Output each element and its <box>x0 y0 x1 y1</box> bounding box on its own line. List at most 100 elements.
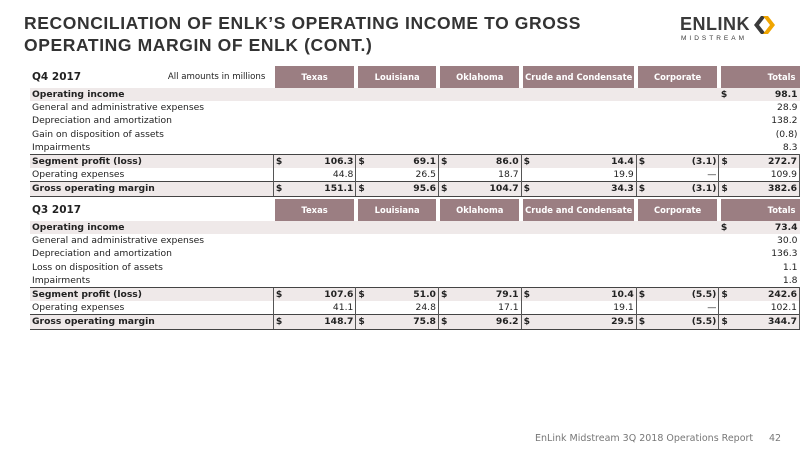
cell-value <box>449 261 521 274</box>
currency-symbol <box>521 141 536 155</box>
cell-value: 14.4 <box>536 153 637 169</box>
units-note <box>148 199 274 221</box>
table-row: Loss on disposition of assets 1.1 <box>30 261 800 274</box>
cell-value: 1.1 <box>782 261 798 273</box>
page-title: RECONCILIATION OF ENLK’S OPERATING INCOM… <box>24 13 581 55</box>
currency-symbol <box>356 101 367 114</box>
cell-value <box>647 247 719 260</box>
cell-value <box>284 261 356 274</box>
currency-symbol <box>719 128 730 141</box>
currency-symbol <box>272 168 285 182</box>
cell-value: 148.7 <box>284 314 357 330</box>
currency-symbol <box>438 128 449 141</box>
currency-symbol <box>521 221 537 235</box>
cell-value: 344.7 <box>729 314 800 330</box>
cell-value <box>449 88 522 102</box>
currency-symbol: $ <box>272 153 285 169</box>
cell-value: 102.1 <box>729 301 800 315</box>
cell-value <box>284 128 356 141</box>
cell-value: 136.3 <box>771 248 798 260</box>
table-row: Depreciation and amortization 136.3 <box>30 247 800 260</box>
currency-symbol <box>356 261 367 274</box>
cell-value <box>284 221 356 235</box>
table-header-row: Q4 2017 All amounts in millions Texas Louis… <box>30 66 800 88</box>
row-label: Operating expenses <box>32 302 125 314</box>
currency-symbol <box>438 88 450 102</box>
cell-value: 19.9 <box>536 168 637 182</box>
cell-value <box>647 141 719 155</box>
table-row: Impairments 8.3 <box>30 141 800 155</box>
cell-value: 107.6 <box>284 286 357 302</box>
cell-value <box>647 114 719 127</box>
cell-value <box>367 114 439 127</box>
currency-symbol: $ <box>718 181 730 197</box>
currency-symbol: $ <box>437 181 450 197</box>
cell-value: 24.8 <box>366 301 439 315</box>
cell-value <box>367 274 439 288</box>
cell-value: 138.2 <box>771 115 798 127</box>
row-label: General and administrative expenses <box>32 102 205 114</box>
cell-value: 98.1 <box>729 88 800 102</box>
cell-value <box>449 141 521 155</box>
currency-symbol <box>636 261 647 274</box>
row-label: Impairments <box>32 141 91 153</box>
column-header: Totals <box>716 66 800 88</box>
currency-symbol <box>636 274 647 288</box>
table-row: Depreciation and amortization 138.2 <box>30 114 800 127</box>
footer-report-name: EnLink Midstream 3Q 2018 Operations Repo… <box>535 433 754 444</box>
cell-value: 73.4 <box>729 221 800 235</box>
currency-symbol <box>438 101 449 114</box>
currency-symbol <box>719 101 730 114</box>
column-header: Totals <box>716 199 800 221</box>
currency-symbol: $ <box>355 153 367 169</box>
currency-symbol <box>635 168 648 182</box>
column-header: Crude and Condensate <box>519 199 637 221</box>
cell-value: 242.6 <box>729 286 800 302</box>
currency-symbol <box>636 101 647 114</box>
company-logo: ENLINK MIDSTREAM <box>680 14 780 48</box>
cell-value <box>367 141 439 155</box>
cell-value <box>647 234 719 247</box>
cell-value <box>367 128 439 141</box>
row-label: Segment profit (loss) <box>30 286 274 302</box>
currency-symbol <box>636 141 647 155</box>
table-row: Operating income $98.1 <box>30 88 800 102</box>
cell-value <box>647 101 719 114</box>
currency-symbol <box>438 274 449 288</box>
cell-value <box>647 274 719 288</box>
currency-symbol: $ <box>272 181 285 197</box>
currency-symbol <box>636 128 647 141</box>
cell-value <box>536 128 636 141</box>
table-row: Segment profit (loss) $107.6 $51.0 $79.1 $10… <box>30 286 800 302</box>
cell-value: 272.7 <box>729 153 800 169</box>
cell-value: (3.1) <box>647 153 720 169</box>
row-label: Operating income <box>30 221 274 235</box>
column-header: Crude and Condensate <box>519 66 637 88</box>
currency-symbol: $ <box>437 153 450 169</box>
period-label: Q3 2017 <box>32 203 82 216</box>
cell-value: 29.5 <box>536 314 637 330</box>
currency-symbol <box>437 168 450 182</box>
cell-value: 106.3 <box>284 153 357 169</box>
units-note: All amounts in millions <box>167 71 266 82</box>
cell-value <box>536 114 636 127</box>
cell-value: 95.6 <box>366 181 439 197</box>
currency-symbol <box>356 114 367 127</box>
currency-symbol: $ <box>355 181 367 197</box>
cell-value <box>449 101 521 114</box>
currency-symbol <box>521 88 537 102</box>
cell-value: 86.0 <box>449 153 522 169</box>
cell-value: 79.1 <box>449 286 522 302</box>
column-header: Louisiana <box>353 66 439 88</box>
table-row: Gain on disposition of assets (0.8) <box>30 128 800 141</box>
currency-symbol: $ <box>635 153 648 169</box>
currency-symbol <box>273 128 284 141</box>
cell-value: 10.4 <box>536 286 637 302</box>
cell-value <box>449 274 521 288</box>
currency-symbol <box>718 301 730 315</box>
currency-symbol <box>356 274 367 288</box>
currency-symbol <box>719 141 730 155</box>
table-header-row: Q3 2017 Texas Louisiana Oklahoma Crude and C… <box>30 199 800 221</box>
row-label: Gross operating margin <box>30 314 274 330</box>
currency-symbol <box>438 247 449 260</box>
